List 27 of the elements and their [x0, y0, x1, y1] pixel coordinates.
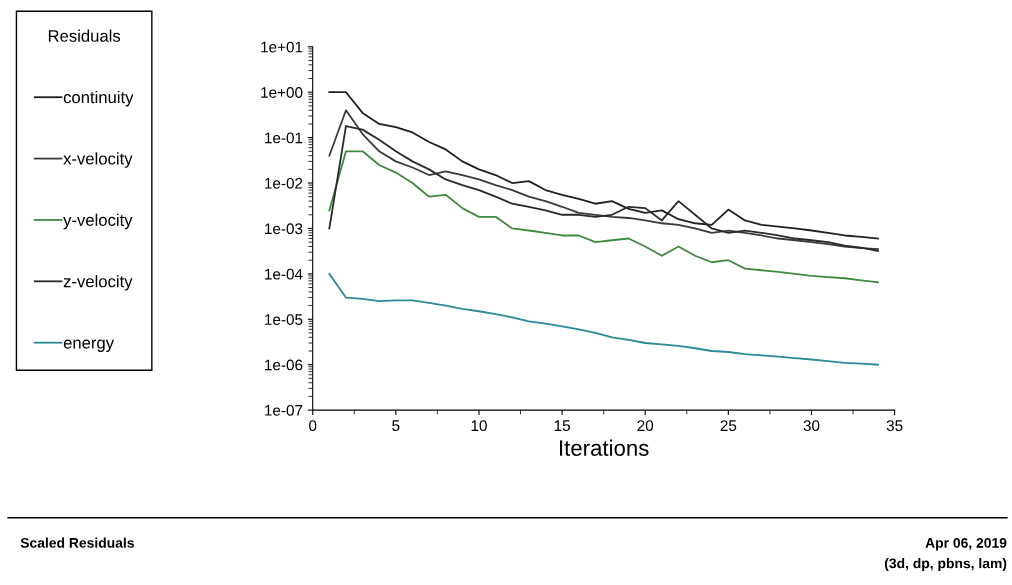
x-tick-label: 30	[803, 420, 820, 432]
x-tick-label: 5	[392, 420, 400, 432]
y-tick-label: 1e-05	[265, 314, 303, 325]
x-tick-label: 10	[471, 420, 487, 432]
x-tick-label: 35	[886, 420, 903, 432]
y-tick-label: 1e+01	[261, 41, 303, 53]
legend-label: energy	[63, 339, 115, 352]
y-tick-label: 1e-01	[265, 132, 303, 144]
x-tick-label: 15	[554, 420, 570, 432]
legend-label: continuity	[63, 90, 134, 107]
text: Scaled Residuals	[20, 537, 134, 548]
y-tick-label: 1e-06	[265, 359, 303, 371]
x-axis-title: Iterations	[560, 439, 649, 456]
x-tick-label: 20	[637, 420, 654, 432]
x-tick-label: 0	[309, 420, 317, 432]
y-tick-label: 1e-02	[265, 177, 303, 189]
x-tick-label: 25	[720, 420, 737, 432]
legend-title: Residuals	[48, 29, 121, 42]
legend-label: x-velocity	[63, 152, 133, 168]
text: (3d, dp, pbns, lam)	[884, 558, 1007, 571]
legend-label: z-velocity	[63, 275, 133, 291]
y-tick-label: 1e-04	[265, 268, 303, 280]
y-tick-label: 1e-03	[265, 223, 303, 235]
y-tick-label: 1e-07	[265, 404, 303, 416]
text: Apr 06, 2019	[925, 537, 1007, 551]
legend-label: y-velocity	[63, 213, 133, 230]
y-tick-label: 1e+00	[261, 87, 303, 98]
